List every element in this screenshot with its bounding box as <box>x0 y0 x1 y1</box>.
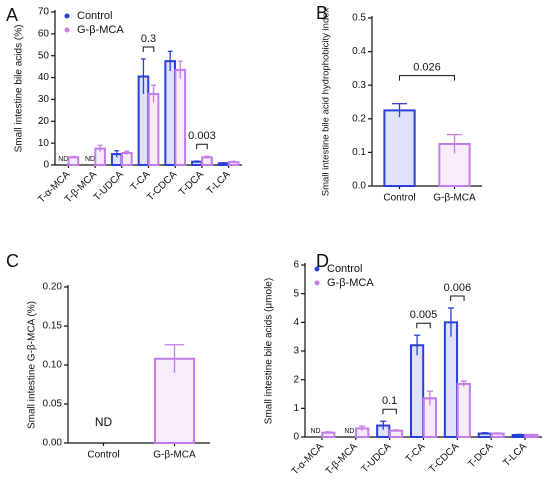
x-tick-label: T-CA <box>404 441 428 465</box>
value-label: ND <box>310 428 320 435</box>
x-tick-label: T-LCA <box>501 441 529 469</box>
bar <box>174 68 187 166</box>
y-tick-label: 0.3 <box>352 80 366 91</box>
y-tick-label: 6 <box>293 260 299 271</box>
x-tick-label: G-β-MCA <box>153 450 196 461</box>
y-tick-label: 0.10 <box>43 360 63 371</box>
y-tick-label: 50 <box>38 50 50 61</box>
legend-label: G-β-MCA <box>327 277 374 289</box>
bracket <box>382 408 397 415</box>
x-tick-label: T-CA <box>129 169 153 193</box>
bar <box>456 382 471 439</box>
bar <box>383 109 416 187</box>
p-value: 0.005 <box>410 309 438 321</box>
y-axis-label: Small intestine bile acids (μmole) <box>264 278 275 424</box>
value-label: ND <box>85 156 95 163</box>
y-tick-label: 0.5 <box>352 13 366 24</box>
bar <box>388 429 404 438</box>
x-tick-label: T-DCA <box>177 169 206 198</box>
y-tick-label: 0.00 <box>43 438 63 449</box>
bracket <box>196 143 208 150</box>
x-tick-label: T-CDCA <box>145 169 179 203</box>
legend-marker <box>314 280 320 286</box>
y-tick-label: 2 <box>293 374 299 385</box>
y-tick-label: 0.0 <box>352 181 366 192</box>
legend-label: Control <box>77 10 112 22</box>
x-tick-label: T-LCA <box>205 169 233 197</box>
y-tick-label: 0.1 <box>352 147 366 158</box>
y-tick-label: 5 <box>293 288 299 299</box>
y-tick-label: 30 <box>38 94 50 105</box>
legend-marker <box>314 266 320 272</box>
value-label: ND <box>58 156 68 163</box>
y-tick-label: 3 <box>293 346 299 357</box>
bar <box>164 60 176 166</box>
y-axis-label: Small intestine bile acid hydrophobicity… <box>321 7 332 196</box>
bracket <box>399 75 455 81</box>
y-tick-label: 0.05 <box>43 399 63 410</box>
bracket <box>450 295 465 301</box>
value-label: ND <box>344 428 354 435</box>
panel-letter: B <box>316 3 328 23</box>
x-tick-label: Control <box>87 450 119 461</box>
bar <box>147 92 160 166</box>
legend-marker <box>64 27 70 33</box>
y-tick-label: 1 <box>293 403 299 414</box>
y-tick-label: 20 <box>38 116 50 127</box>
panel-letter: A <box>6 5 18 25</box>
y-tick-label: 4 <box>293 317 299 328</box>
x-tick-label: T-UDCA <box>92 169 126 203</box>
p-value: 0.1 <box>382 395 397 407</box>
bar <box>443 321 459 439</box>
y-tick-label: 10 <box>38 138 50 149</box>
panel-letter: C <box>6 251 19 271</box>
bar <box>121 151 133 167</box>
p-value: 0.3 <box>141 33 156 45</box>
x-tick-label: Control <box>383 193 415 204</box>
y-tick-label: 70 <box>38 7 50 18</box>
x-tick-label: T-UDCA <box>360 441 394 475</box>
bar <box>67 156 80 167</box>
y-tick-label: 0 <box>43 160 49 171</box>
y-axis-label: Small intestine G-β-MCA (%) <box>27 301 38 429</box>
y-tick-label: 0.15 <box>43 321 63 332</box>
bar <box>201 156 213 167</box>
x-tick-label: T-α-MCA <box>290 441 326 477</box>
x-tick-label: T-β-MCA <box>324 441 360 477</box>
bracket <box>142 46 155 52</box>
y-tick-label: 0 <box>293 432 299 443</box>
y-tick-label: 0.20 <box>43 282 63 293</box>
panel-letter: D <box>316 251 329 271</box>
y-tick-label: 0.4 <box>352 46 366 57</box>
y-axis-label: Small intestine bile acids (%) <box>14 25 25 153</box>
bracket <box>416 322 431 329</box>
y-tick-label: 40 <box>38 72 50 83</box>
p-value: 0.006 <box>444 282 472 294</box>
p-value: 0.003 <box>188 130 216 142</box>
x-tick-label: T-DCA <box>466 441 495 470</box>
x-tick-label: G-β-MCA <box>433 193 476 204</box>
legend-marker <box>64 13 70 19</box>
legend-label: Control <box>327 263 362 275</box>
y-tick-label: 0.2 <box>352 113 366 124</box>
bar <box>410 344 425 438</box>
y-tick-label: 60 <box>38 28 50 39</box>
p-value: 0.026 <box>413 62 441 74</box>
legend-label: G-β-MCA <box>77 24 124 36</box>
value-label: ND <box>95 415 113 429</box>
x-tick-label: T-CDCA <box>427 441 461 475</box>
